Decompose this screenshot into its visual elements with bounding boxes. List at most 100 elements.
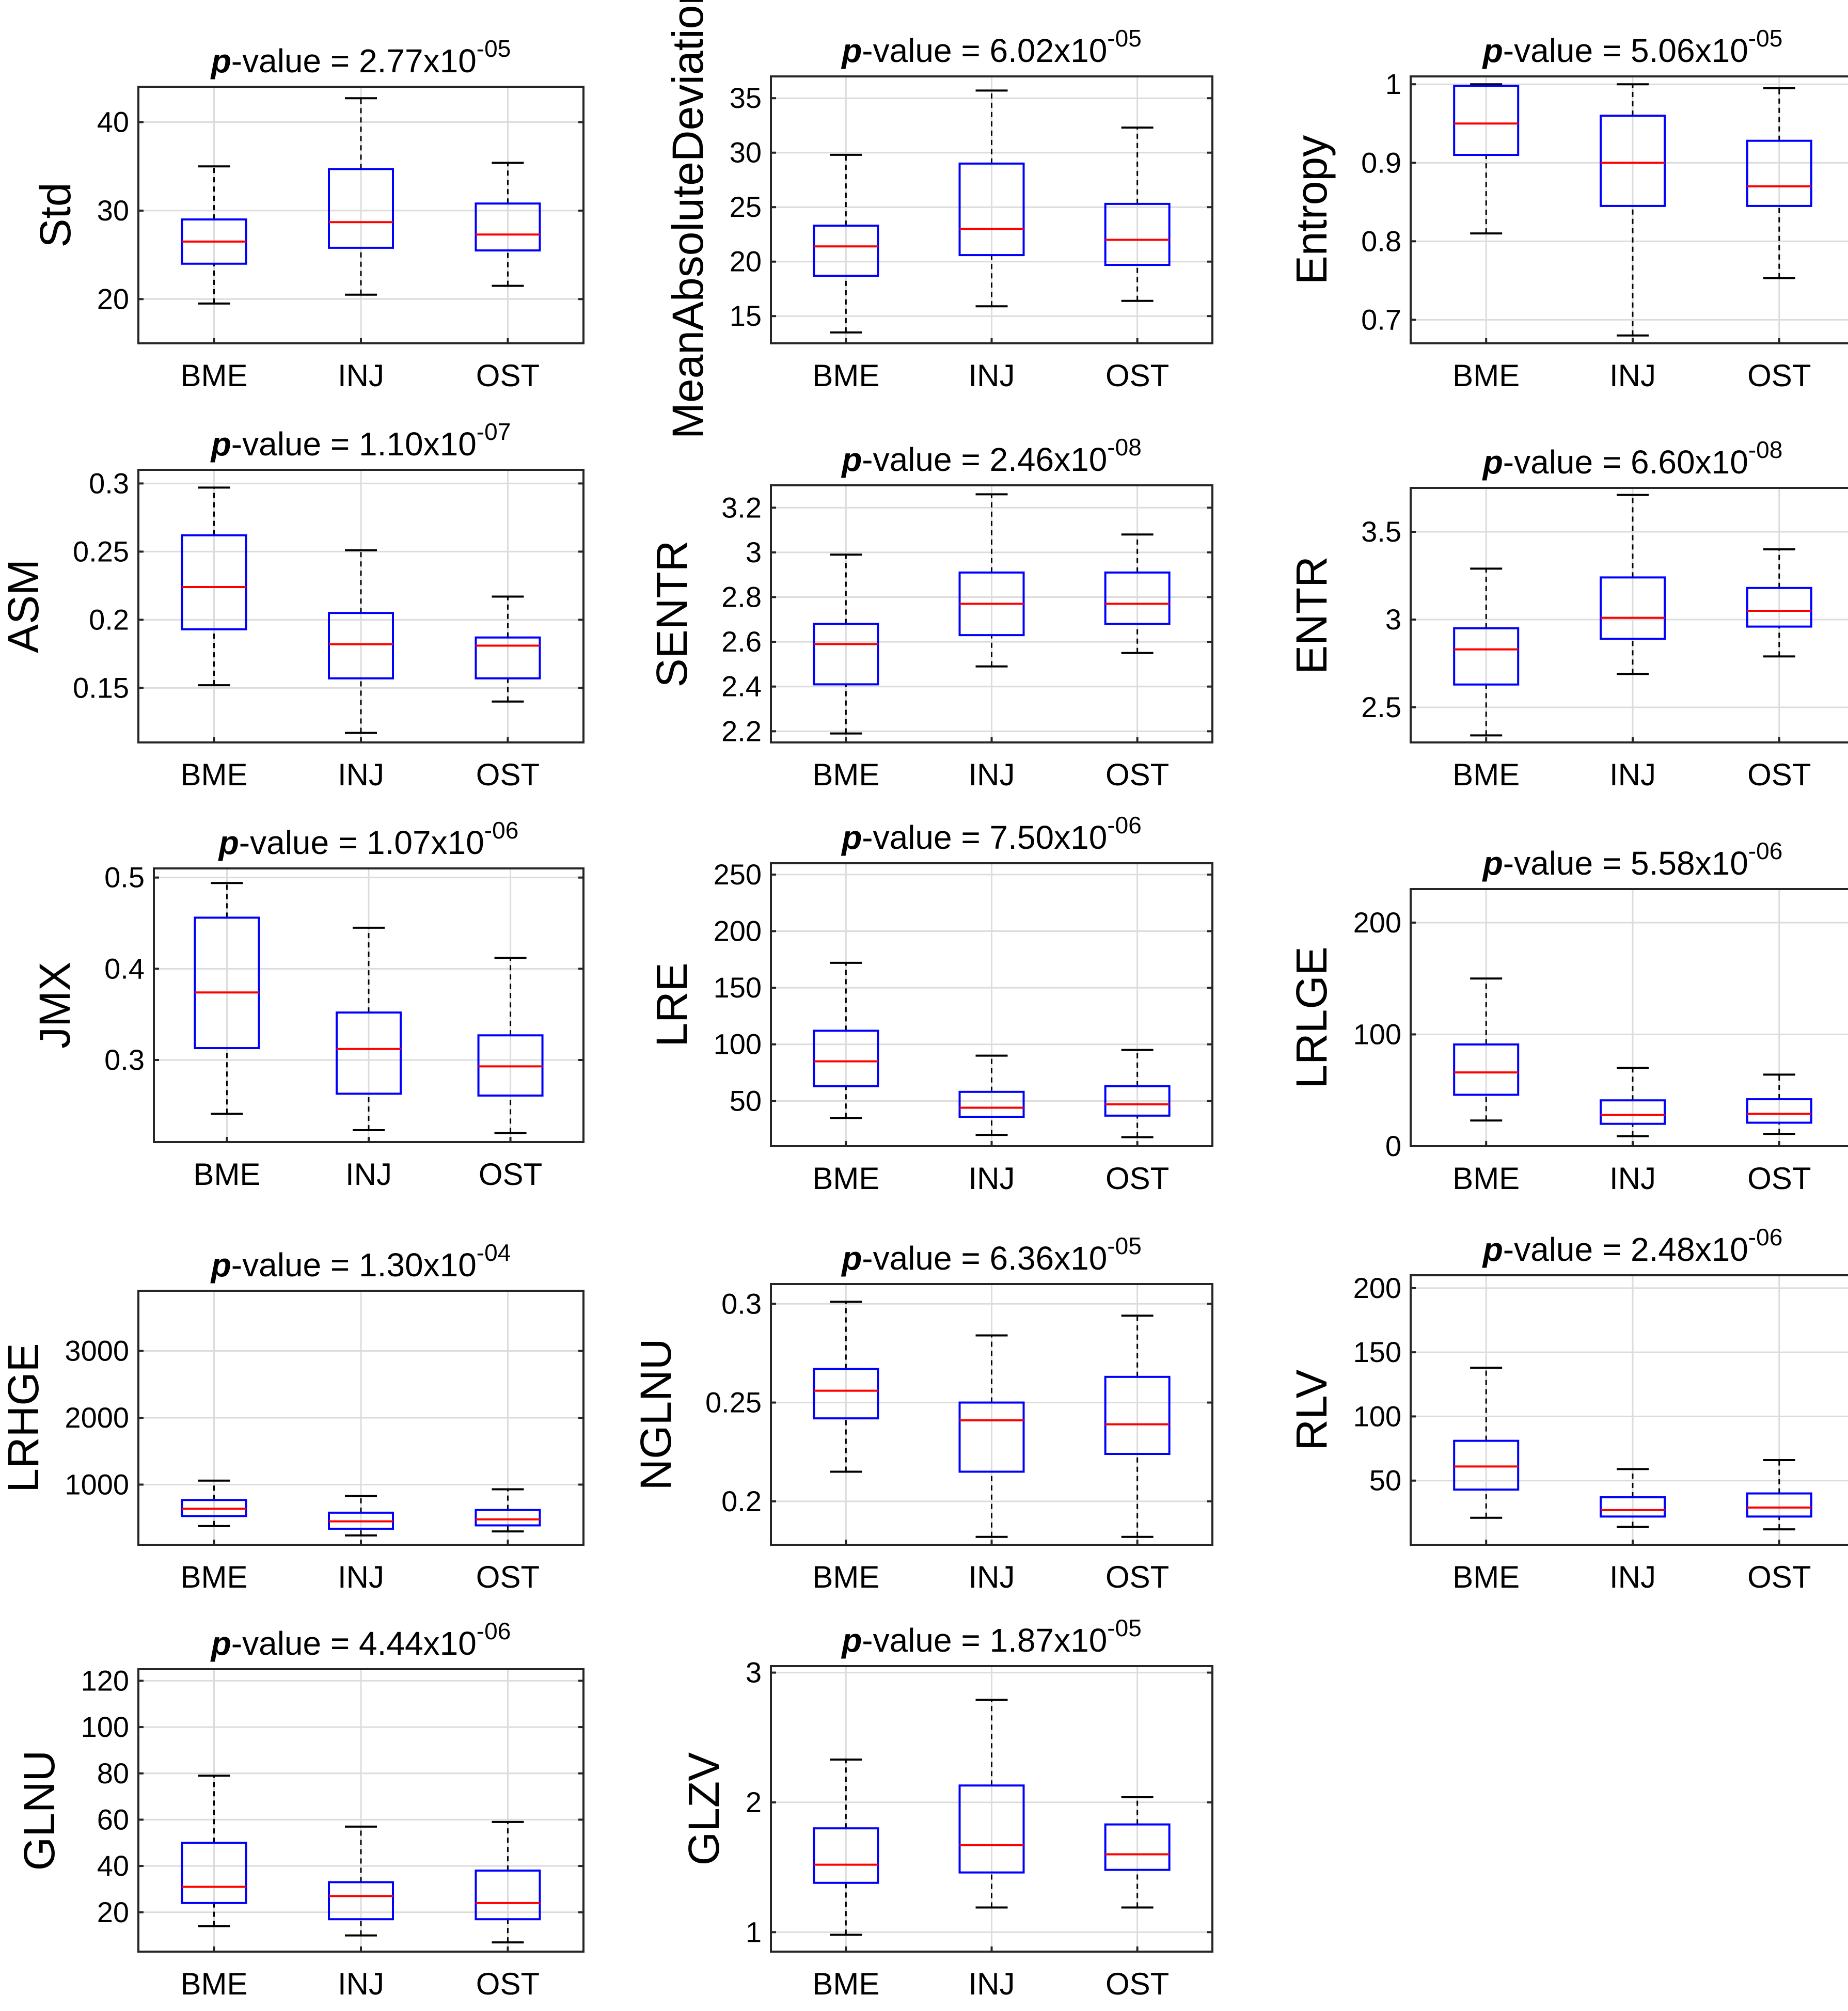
x-tick-label: INJ: [1609, 358, 1656, 393]
title-p: p: [210, 1625, 231, 1662]
title-exponent: -05: [477, 35, 511, 62]
box-inj: [1600, 494, 1666, 675]
box-ost: [1104, 1315, 1171, 1538]
y-tick-label: 1: [746, 1915, 762, 1948]
y-tick-label: 0.2: [89, 603, 129, 636]
y-tick-label: 3.5: [1361, 515, 1401, 548]
box-ost: [475, 162, 541, 287]
y-tick-label: 0.9: [1361, 146, 1401, 179]
y-tick-label: 0.4: [104, 952, 145, 985]
y-tick-label: 0.15: [73, 671, 129, 704]
box-iqr: [194, 916, 260, 1050]
x-tick-label: BME: [1452, 1560, 1520, 1594]
box-iqr: [1746, 139, 1812, 207]
box-inj: [958, 89, 1025, 308]
y-tick-label: 0.25: [73, 535, 129, 567]
chart-title: p-value = 1.87x10-05: [841, 1614, 1142, 1659]
x-tick-label: OST: [1105, 757, 1169, 792]
y-axis-label: LRHGE: [0, 1343, 48, 1492]
box-iqr: [1600, 115, 1666, 207]
y-tick-label: 80: [97, 1757, 129, 1790]
panel-meanabsolutedeviation: 15 20 25 30 35 BME INJ OST MeanAbsoluteDeviation…: [664, 0, 1213, 439]
axes-background: [1411, 76, 1848, 343]
box-iqr: [958, 1784, 1025, 1874]
y-tick-label: 30: [730, 136, 762, 169]
box-ost: [1104, 533, 1171, 654]
title-exponent: -05: [1107, 1232, 1141, 1259]
chart-title: p-value = 2.77x10-05: [210, 35, 511, 80]
x-tick-label: INJ: [338, 1967, 384, 2001]
box-iqr: [813, 1030, 879, 1087]
box-bme: [813, 553, 879, 735]
box-inj: [958, 1334, 1025, 1538]
box-ost: [1746, 1073, 1812, 1135]
box-iqr: [958, 162, 1025, 257]
chart-title: p-value = 1.10x10-07: [210, 418, 511, 463]
panel-jmx: 0.3 0.4 0.5 BME INJ OST JMX p-value = 1.07x10-0…: [30, 817, 585, 1192]
y-tick-label: 0.8: [1361, 225, 1401, 257]
x-tick-label: BME: [181, 757, 248, 792]
y-tick-label: 0.7: [1361, 303, 1401, 336]
y-tick-label: 150: [714, 971, 762, 1004]
y-tick-label: 100: [81, 1711, 129, 1743]
y-tick-label: 200: [714, 915, 762, 947]
y-tick-label: 1000: [65, 1468, 129, 1500]
axes-background: [1411, 1275, 1848, 1545]
box-iqr: [1104, 571, 1171, 625]
title-exponent: -04: [477, 1239, 511, 1266]
y-axis-label: LRLGE: [1287, 946, 1336, 1088]
box-iqr: [813, 225, 879, 277]
y-tick-label: 25: [730, 191, 762, 223]
y-tick-label: 100: [1353, 1400, 1401, 1432]
box-bme: [181, 165, 247, 305]
box-bme: [194, 882, 260, 1115]
y-tick-label: 3.2: [721, 491, 762, 524]
x-tick-label: INJ: [1609, 1560, 1656, 1594]
title-exponent: -06: [477, 1618, 511, 1644]
y-tick-label: 100: [1353, 1018, 1401, 1050]
y-tick-label: 30: [97, 194, 129, 227]
y-axis-label: NGLNU: [631, 1338, 680, 1490]
panel-lrhge: 1000 2000 3000 BME INJ OST LRHGE p-value = 1.30…: [0, 1239, 585, 1594]
box-ost: [475, 1488, 541, 1533]
title-exponent: -08: [1107, 434, 1141, 461]
title-p: p: [1482, 444, 1503, 481]
x-tick-label: BME: [812, 1560, 879, 1594]
box-ost: [1104, 126, 1171, 302]
title-p: p: [1482, 845, 1503, 882]
y-tick-label: 0.3: [721, 1287, 762, 1320]
box-iqr: [475, 202, 541, 252]
x-tick-label: INJ: [969, 1967, 1015, 2001]
title-text: -value = 7.50x10: [862, 819, 1107, 856]
box-inj: [958, 493, 1025, 668]
x-tick-label: OST: [476, 1560, 540, 1594]
x-tick-label: INJ: [338, 358, 384, 393]
chart-title: p-value = 5.58x10-06: [1482, 837, 1783, 882]
x-tick-label: OST: [1747, 1560, 1811, 1594]
box-ost: [1104, 1049, 1171, 1138]
title-text: -value = 2.77x10: [231, 42, 477, 80]
title-exponent: -07: [477, 418, 511, 445]
y-tick-label: 250: [714, 858, 762, 891]
chart-title: p-value = 6.02x10-05: [841, 25, 1142, 69]
box-ost: [1104, 1796, 1171, 1909]
y-tick-label: 0.25: [705, 1386, 762, 1419]
y-tick-label: 2.8: [721, 581, 762, 613]
y-tick-label: 0.2: [721, 1485, 762, 1517]
y-tick-label: 50: [1369, 1464, 1401, 1497]
box-inj: [958, 1054, 1025, 1136]
title-exponent: -06: [1748, 1224, 1782, 1250]
title-text: -value = 6.36x10: [862, 1240, 1107, 1277]
panel-glzv: 1 2 3 BME INJ OST GLZV p-value = 1.87x10-05: [680, 1614, 1213, 2001]
y-tick-label: 40: [97, 1849, 129, 1882]
box-bme: [813, 961, 879, 1119]
x-tick-label: INJ: [1609, 1161, 1656, 1196]
y-tick-label: 120: [81, 1664, 129, 1697]
chart-title: p-value = 1.07x10-06: [218, 817, 519, 861]
x-tick-label: OST: [476, 1967, 540, 2001]
title-text: -value = 6.02x10: [862, 32, 1107, 69]
box-bme: [181, 1775, 247, 1927]
y-axis-label: MeanAbsoluteDeviation: [664, 0, 712, 439]
y-axis-label: Entropy: [1287, 135, 1336, 285]
